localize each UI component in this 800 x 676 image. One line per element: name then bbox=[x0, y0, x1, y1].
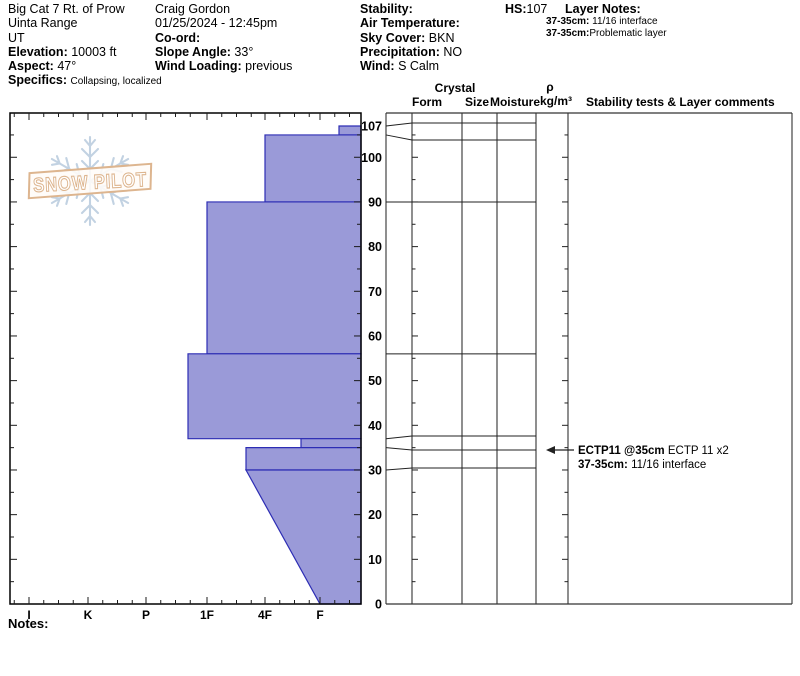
density-symbol: ρ bbox=[546, 80, 554, 94]
depth-label: 107 bbox=[361, 120, 382, 134]
wind-label: Wind: bbox=[360, 59, 395, 74]
hs-block: HS:107 bbox=[505, 2, 547, 16]
snow-layers bbox=[187, 125, 362, 605]
wind-loading-value: previous bbox=[245, 59, 293, 74]
hardness-label: 4F bbox=[258, 608, 272, 622]
layer-note-text: 11/16 interface bbox=[589, 16, 658, 27]
conditions-block: Stability: Air Temperature: Sky Cover: B… bbox=[360, 2, 462, 73]
snow-layer bbox=[264, 134, 362, 203]
depth-label: 10 bbox=[368, 553, 382, 567]
snow-layer bbox=[338, 125, 362, 136]
elevation-value: 10003 ft bbox=[71, 44, 117, 59]
logo-text: SNOW PILOT bbox=[33, 169, 148, 197]
depth-label: 50 bbox=[368, 374, 382, 388]
slope-angle-label: Slope Angle: bbox=[155, 44, 231, 59]
depth-label: 60 bbox=[368, 329, 382, 343]
hardness-label: 1F bbox=[200, 608, 214, 622]
layer-leader-line bbox=[385, 122, 413, 127]
hs-label: HS: bbox=[505, 2, 527, 16]
precip-label: Precipitation: bbox=[360, 44, 440, 59]
left-arrow-icon bbox=[546, 446, 555, 454]
location-block: Big Cat 7 Rt. of Prow Uinta Range UT Ele… bbox=[8, 2, 162, 90]
depth-label: 80 bbox=[368, 240, 382, 254]
snowpilot-watermark: SNOW PILOT bbox=[27, 135, 153, 227]
layer-note-label: 37-35cm: bbox=[546, 27, 590, 39]
sky-cover-label: Sky Cover: bbox=[360, 30, 426, 45]
stability-test-text: ECTP11 @35cm ECTP 11 x2 bbox=[578, 445, 729, 457]
layer-leader-line bbox=[385, 447, 413, 451]
stability-comments-header: Stability tests & Layer comments bbox=[586, 95, 775, 109]
aspect-row: Aspect: 47° bbox=[8, 59, 162, 73]
precip-value: NO bbox=[443, 44, 463, 59]
wind-row: Wind: S Calm bbox=[360, 59, 462, 73]
state: UT bbox=[8, 30, 25, 45]
layer-comment-text: 37-35cm: 11/16 interface bbox=[578, 459, 706, 471]
snow-layer bbox=[244, 469, 362, 605]
crystal-header: Crystal bbox=[434, 81, 476, 95]
wind-value: S Calm bbox=[398, 59, 440, 74]
precip-row: Precipitation: NO bbox=[360, 45, 462, 59]
layer-note: 37-35cm:Problematic layer bbox=[546, 28, 667, 40]
depth-label: 0 bbox=[375, 598, 382, 612]
annotations: ECTP11 @35cm ECTP 11 x2 37-35cm: 11/16 in… bbox=[546, 445, 729, 471]
sky-cover-row: Sky Cover: BKN bbox=[360, 31, 462, 45]
layer-leader-line bbox=[385, 134, 413, 141]
data-grid bbox=[385, 112, 793, 605]
stability-label: Stability: bbox=[360, 2, 413, 16]
logo-banner: SNOW PILOT bbox=[27, 162, 153, 200]
notes-label: Notes: bbox=[8, 616, 49, 631]
slope-angle-row: Slope Angle: 33° bbox=[155, 45, 292, 59]
observer-block: Craig Gordon 01/25/2024 - 12:45pm Co-ord… bbox=[155, 2, 292, 73]
form-header: Form bbox=[412, 95, 442, 109]
snow-layer bbox=[206, 201, 362, 355]
density-unit: kg/m³ bbox=[539, 94, 572, 108]
elevation-row: Elevation: 10003 ft bbox=[8, 45, 162, 59]
hardness-label: F bbox=[316, 608, 323, 622]
hardness-label: K bbox=[84, 608, 93, 622]
snow-layer bbox=[187, 353, 362, 440]
range: Uinta Range bbox=[8, 16, 78, 31]
sky-cover-value: BKN bbox=[428, 30, 455, 45]
layer-leader-line bbox=[385, 435, 413, 440]
specifics-label: Specifics: bbox=[8, 73, 68, 88]
depth-label: 70 bbox=[368, 285, 382, 299]
wind-loading-label: Wind Loading: bbox=[155, 59, 242, 74]
moisture-header: Moisture bbox=[489, 95, 540, 109]
depth-label: 30 bbox=[368, 463, 382, 477]
observation-datetime: 01/25/2024 - 12:45pm bbox=[155, 16, 278, 31]
slope-angle-value: 33° bbox=[234, 44, 254, 59]
layer-leader-line bbox=[385, 467, 413, 471]
depth-label: 100 bbox=[361, 151, 382, 165]
hardness-label: I bbox=[27, 608, 30, 622]
elevation-label: Elevation: bbox=[8, 44, 68, 59]
specifics-row: Specifics: Collapsing, localized bbox=[8, 73, 162, 89]
air-temp-label: Air Temperature: bbox=[360, 16, 460, 31]
depth-label: 20 bbox=[368, 508, 382, 522]
layer-note: 37-35cm: 11/16 interface bbox=[546, 16, 667, 28]
layer-note-text: Problematic layer bbox=[589, 27, 667, 39]
specifics-value: Collapsing, localized bbox=[70, 76, 162, 88]
coord-label: Co-ord: bbox=[155, 30, 201, 45]
depth-label: 40 bbox=[368, 419, 382, 433]
snow-layer bbox=[300, 438, 362, 449]
layer-notes-title: Layer Notes: bbox=[565, 2, 641, 16]
observer-name: Craig Gordon bbox=[155, 2, 231, 16]
aspect-label: Aspect: bbox=[8, 59, 54, 74]
hs-value: 107 bbox=[526, 2, 548, 16]
wind-loading-row: Wind Loading: previous bbox=[155, 59, 292, 73]
snow-layer bbox=[245, 447, 362, 471]
aspect-value: 47° bbox=[57, 59, 77, 74]
layer-note-label: 37-35cm: bbox=[546, 16, 590, 27]
pit-title: Big Cat 7 Rt. of Prow bbox=[8, 2, 125, 16]
size-header: Size bbox=[464, 95, 489, 109]
layer-notes-block: 37-35cm: 11/16 interface 37-35cm:Problem… bbox=[546, 16, 667, 39]
hardness-label: P bbox=[142, 608, 150, 622]
depth-label: 90 bbox=[368, 195, 382, 209]
